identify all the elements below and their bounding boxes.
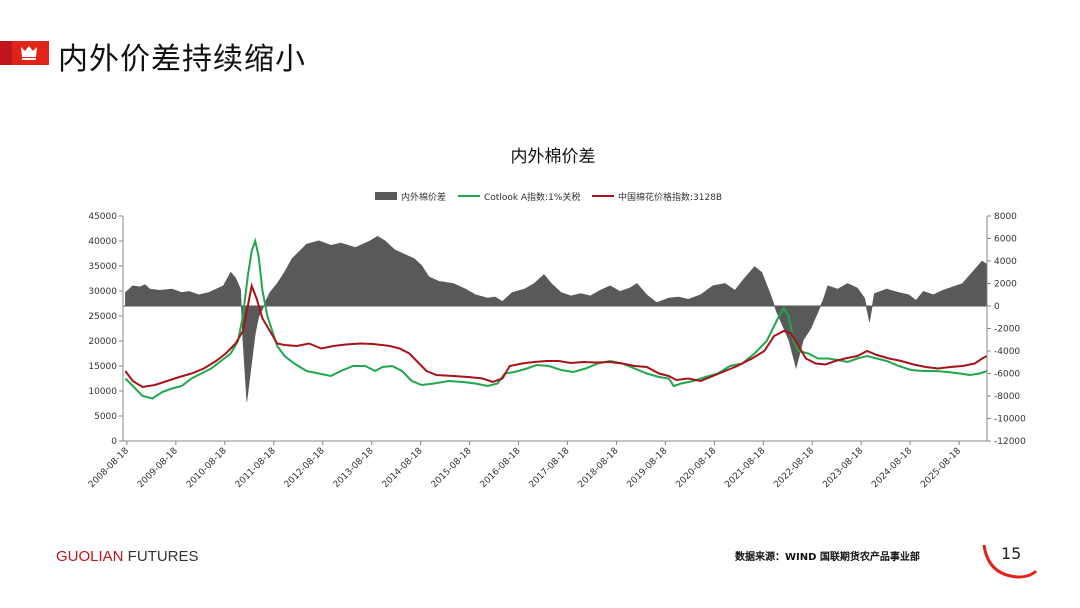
y-right-tick-label: -4000: [994, 347, 1020, 357]
page-number-decoration: [982, 544, 1038, 579]
x-tick-label: 2016-08-18: [479, 446, 523, 490]
x-tick-label: 2009-08-18: [136, 446, 180, 490]
data-source: 数据来源：WIND 国联期货农产品事业部: [735, 552, 920, 563]
legend-item-cotlook: Cotlook A指数:1%关税: [458, 191, 580, 203]
chart-title: 内外棉价差: [511, 147, 596, 167]
legend-label: 中国棉花价格指数:3128B: [618, 191, 722, 203]
y-left-tick-label: 0: [111, 437, 117, 447]
x-tick-label: 2019-08-18: [625, 446, 669, 490]
y-left-tick-label: 45000: [88, 212, 117, 222]
y-left-tick-label: 35000: [88, 262, 117, 272]
footer-brand: GUOLIAN FUTURES: [56, 548, 199, 565]
x-tick-label: 2018-08-18: [576, 446, 620, 490]
x-tick-label: 2025-08-18: [919, 446, 963, 490]
x-tick-label: 2008-08-18: [87, 446, 131, 490]
x-tick-label: 2013-08-18: [332, 446, 376, 490]
legend-label: Cotlook A指数:1%关税: [484, 191, 580, 203]
crown-icon: [0, 41, 37, 65]
chart-legend: 内外棉价差 Cotlook A指数:1%关税 中国棉花价格指数:3128B: [375, 191, 722, 203]
x-tick-label: 2014-08-18: [381, 446, 425, 490]
plot-area: [123, 235, 988, 402]
legend-label: 内外棉价差: [401, 191, 446, 203]
x-tick-label: 2023-08-18: [821, 446, 865, 490]
y-right-tick-label: 4000: [994, 257, 1017, 267]
x-tick-label: 2017-08-18: [528, 446, 572, 490]
series-china-cotton-index-line: [124, 282, 988, 389]
page-title: 内外价差持续缩小: [58, 42, 306, 77]
legend-swatch: [375, 192, 397, 200]
y-left-tick-label: 25000: [88, 312, 117, 322]
x-tick-label: 2020-08-18: [674, 446, 718, 490]
y-right-tick-label: 2000: [994, 280, 1017, 290]
x-tick-label: 2012-08-18: [283, 446, 327, 490]
y-right-tick-label: 6000: [994, 235, 1017, 245]
y-left-tick-label: 30000: [88, 287, 117, 297]
y-right-tick-label: -6000: [994, 370, 1020, 380]
y-left-tick-label: 15000: [88, 362, 117, 372]
legend-item-china-cotton-index: 中国棉花价格指数:3128B: [592, 191, 722, 203]
y-left-tick-label: 5000: [94, 412, 117, 422]
x-tick-label: 2015-08-18: [430, 446, 474, 490]
x-tick-label: 2022-08-18: [772, 446, 816, 490]
series-cotlook-line: [124, 237, 988, 400]
logo-badge: [0, 41, 49, 65]
y-left-tick-label: 40000: [88, 237, 117, 247]
series-spread-area: [125, 235, 988, 402]
x-tick-label: 2024-08-18: [870, 446, 914, 490]
page-number: 15: [1001, 544, 1022, 563]
x-tick-label: 2010-08-18: [185, 446, 229, 490]
y-right-tick-label: 0: [994, 302, 1000, 312]
x-tick-label: 2011-08-18: [234, 446, 278, 490]
x-tick-label: 2021-08-18: [723, 446, 767, 490]
y-right-tick-label: -10000: [994, 415, 1026, 425]
y-right-tick-label: -12000: [994, 437, 1026, 447]
y-left-tick-label: 10000: [88, 387, 117, 397]
y-right-tick-label: -2000: [994, 325, 1020, 335]
y-left-tick-label: 20000: [88, 337, 117, 347]
y-right-tick-label: -8000: [994, 392, 1020, 402]
legend-item-spread: 内外棉价差: [375, 191, 446, 203]
y-right-tick-label: 8000: [994, 212, 1017, 222]
